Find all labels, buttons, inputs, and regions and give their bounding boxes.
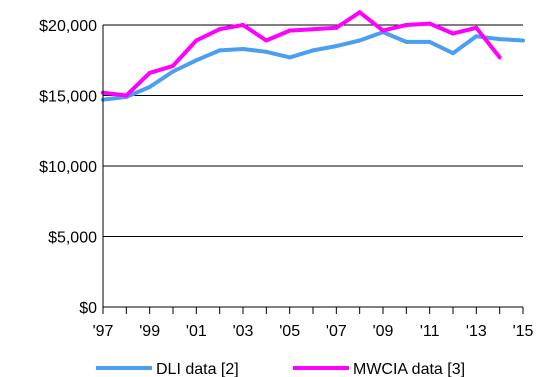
y-tick-label: $0 <box>79 300 97 317</box>
data-point <box>264 49 269 54</box>
data-point <box>147 70 152 75</box>
data-point <box>497 55 502 60</box>
data-point <box>474 34 479 39</box>
data-point <box>171 63 175 68</box>
gridlines <box>103 24 523 237</box>
data-point <box>474 25 479 30</box>
data-point <box>147 85 152 90</box>
x-tick-label: '11 <box>420 323 440 340</box>
axes <box>102 25 524 314</box>
data-point <box>357 38 362 43</box>
data-point <box>334 25 339 30</box>
x-tick-label: '13 <box>466 323 487 340</box>
data-point <box>497 37 502 42</box>
data-point <box>124 93 129 98</box>
data-point <box>451 51 455 56</box>
legend: DLI data [2] MWCIA data [3] <box>96 361 465 377</box>
data-point <box>357 10 362 15</box>
data-point <box>427 21 432 26</box>
y-tick-label: $20,000 <box>39 18 97 35</box>
x-tick-label: '05 <box>279 323 300 340</box>
data-point <box>287 55 292 60</box>
data-point <box>427 39 432 44</box>
legend-label-0: DLI data [2] <box>156 361 239 377</box>
data-point <box>264 38 269 43</box>
data-point <box>404 39 409 44</box>
x-tick-labels: '97 '99 '01 '03 '05 '07 '09 '11 '13 '15 <box>93 323 534 340</box>
legend-label-1: MWCIA data [3] <box>353 361 465 377</box>
data-point <box>311 27 315 32</box>
series-lines <box>101 10 525 102</box>
data-point <box>404 23 409 27</box>
y-tick-label: $5,000 <box>48 230 97 247</box>
y-tick-label: $10,000 <box>39 159 97 176</box>
x-tick-label: '07 <box>326 323 347 340</box>
x-tick-label: '99 <box>139 323 160 340</box>
data-point <box>171 69 175 74</box>
series-line-1 <box>102 10 502 98</box>
data-point <box>194 58 199 63</box>
x-tick-label: '01 <box>186 323 207 340</box>
x-tick-label: '09 <box>373 323 394 340</box>
series-line-0 <box>102 30 524 102</box>
y-tick-labels: $0 $5,000 $10,000 $15,000 $20,000 <box>39 18 97 317</box>
data-point <box>194 38 199 43</box>
x-tick-label: '03 <box>233 323 254 340</box>
data-point <box>381 28 385 33</box>
x-tick-label: '97 <box>93 323 114 340</box>
data-point <box>217 48 222 53</box>
data-point <box>241 23 245 27</box>
x-tick-label: '15 <box>513 323 534 340</box>
data-point <box>451 31 455 36</box>
data-point <box>311 48 315 53</box>
y-tick-label: $15,000 <box>39 89 97 106</box>
data-point <box>521 38 525 43</box>
data-point <box>334 44 339 49</box>
data-point <box>287 28 292 33</box>
data-point <box>241 46 245 51</box>
data-point <box>217 27 222 32</box>
